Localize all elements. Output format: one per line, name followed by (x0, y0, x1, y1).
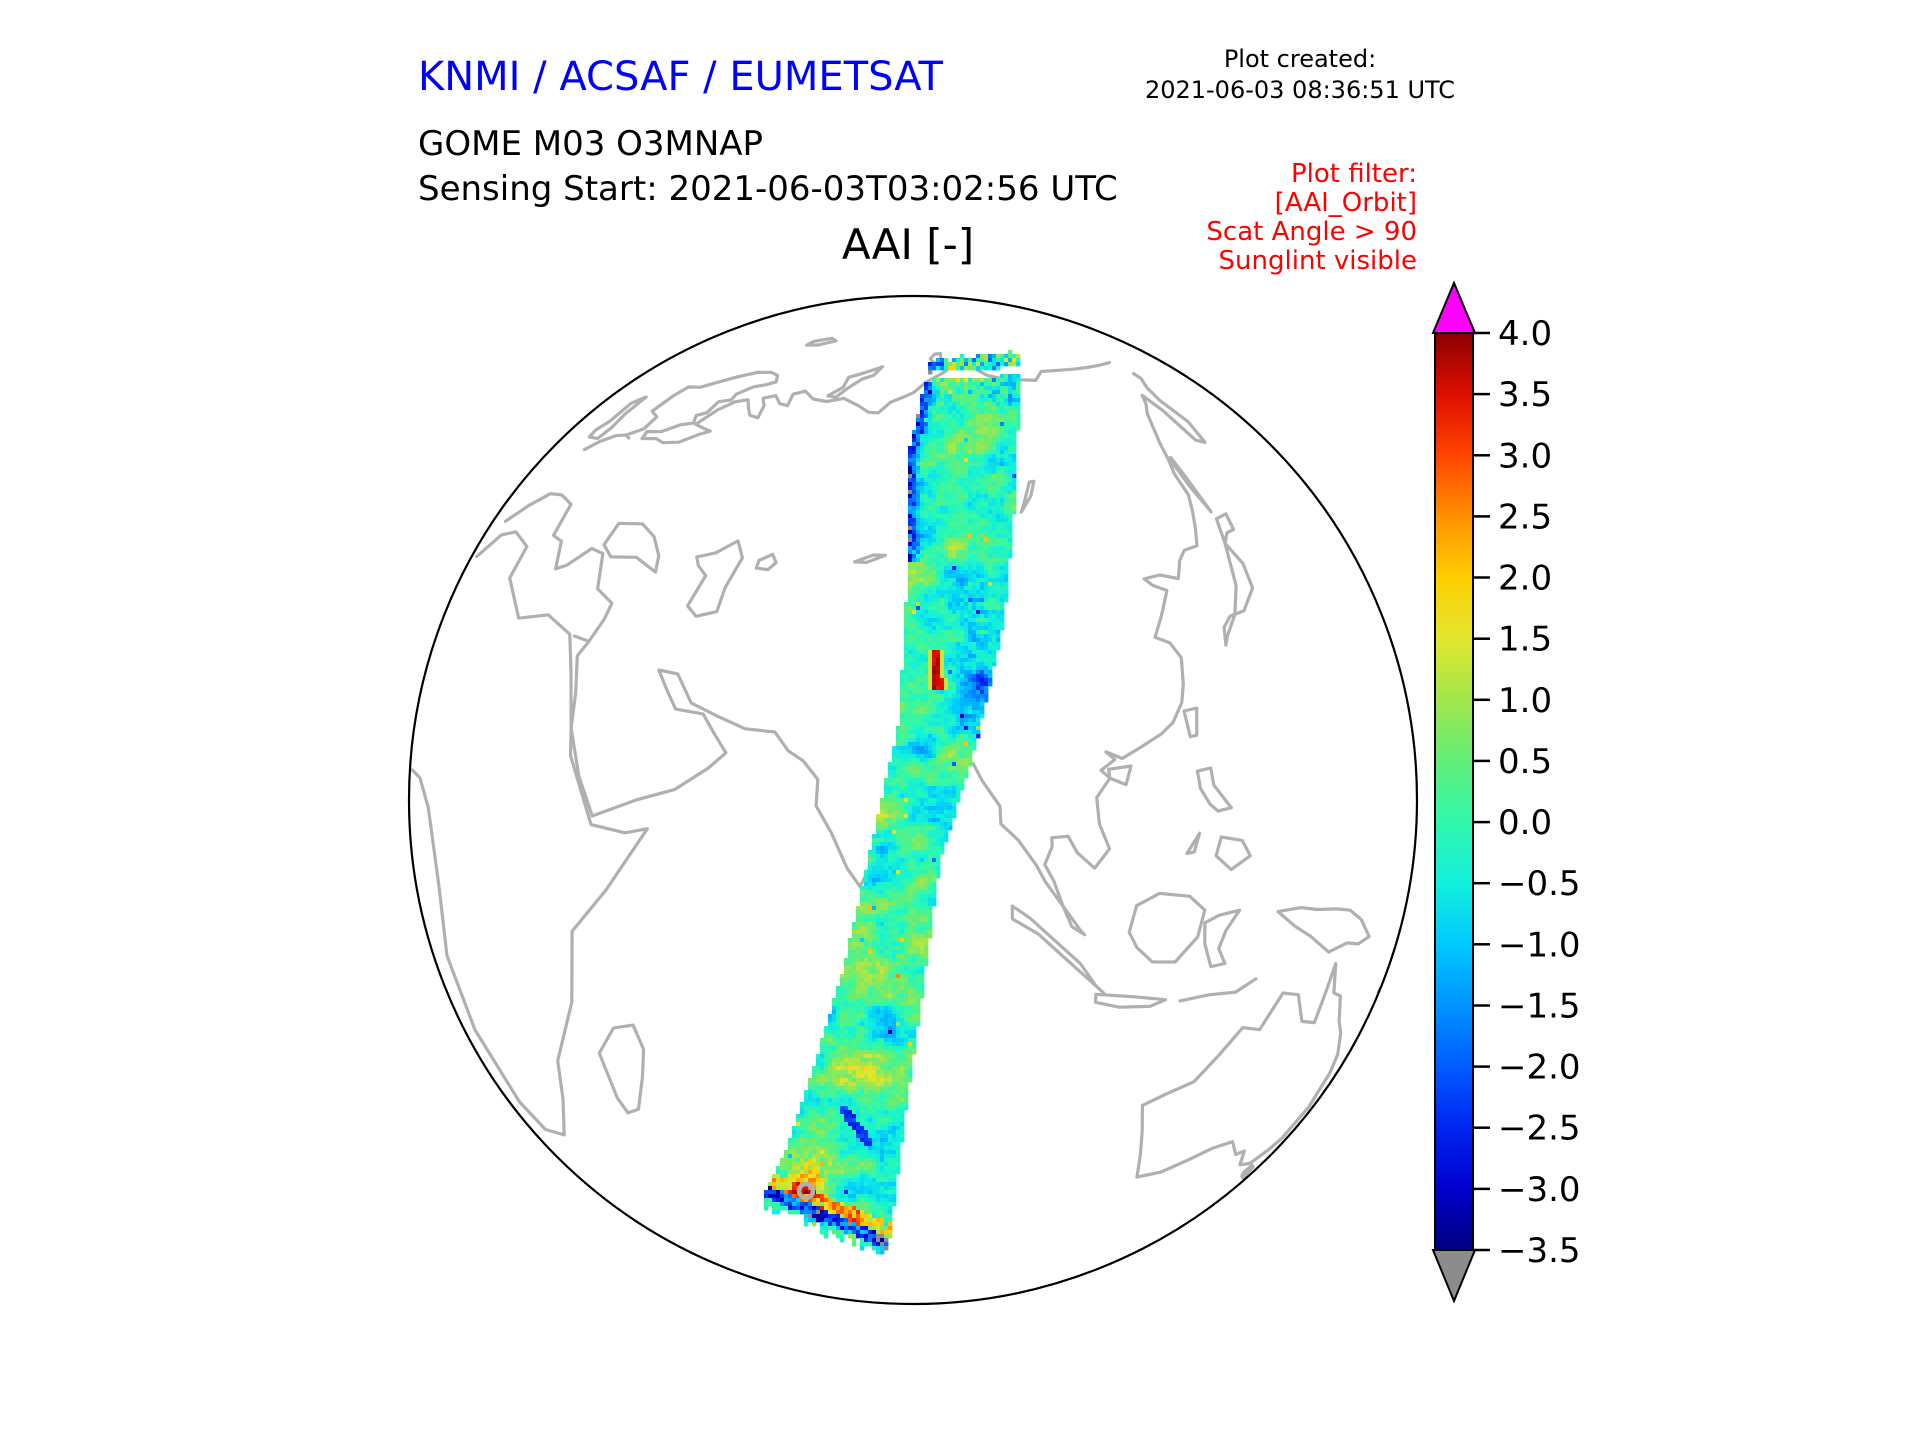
coastline-luzon (1195, 766, 1233, 813)
colorbar-tick-label: −0.5 (1498, 864, 1581, 904)
island-outline (796, 1181, 816, 1201)
colorbar-tick-label: 4.0 (1498, 314, 1552, 354)
colorbar-under-arrow (1431, 1249, 1477, 1304)
coastline-java (1093, 992, 1168, 1009)
coastline-lesser-sunda (1178, 977, 1258, 1003)
coastline-madagascar (597, 1023, 646, 1115)
coastline-lake-balkhash (853, 553, 887, 564)
map-title: AAI [-] (841, 220, 975, 269)
sensing-start: Sensing Start: 2021-06-03T03:02:56 UTC (418, 169, 1118, 209)
plot-filter-line: Plot filter: (1290, 159, 1417, 189)
coastline-japan (1214, 512, 1255, 647)
map-overlays (796, 1181, 816, 1201)
colorbar-tick-label: 2.0 (1498, 559, 1552, 599)
colorbar-tick-label: −3.0 (1498, 1170, 1581, 1210)
coastline-hainan (1107, 764, 1133, 787)
coastline-south-asia-coast (569, 371, 1207, 937)
colorbar-tick-label: 0.5 (1498, 742, 1552, 782)
plot-filter-line: Scat Angle > 90 (1206, 217, 1417, 247)
product-name: GOME M03 O3MNAP (418, 124, 764, 164)
coastline-novaya-zemlya (826, 365, 885, 399)
plot-filter-block: Plot filter: [AAI_Orbit] Scat Angle > 90… (1206, 160, 1417, 276)
coastline-mindanao (1214, 835, 1252, 872)
coastline-svalbard (805, 336, 838, 347)
coastline-new-guinea (1276, 906, 1371, 954)
coastline-tasmania (1240, 1163, 1255, 1180)
coastline-britain (587, 395, 648, 440)
coastline-lake-baikal (1019, 479, 1036, 514)
colorbar-tick-label: −1.0 (1498, 925, 1581, 965)
colorbar-tick-label: −3.5 (1498, 1231, 1581, 1271)
coastline-sulawesi (1203, 908, 1242, 969)
plot-created-block: Plot created: 2021-06-03 08:36:51 UTC (1120, 44, 1480, 106)
colorbar-over-arrow (1431, 280, 1477, 334)
coastline-borneo (1127, 891, 1207, 964)
colorbar-tick-label: −1.5 (1498, 987, 1581, 1027)
organization-title: KNMI / ACSAF / EUMETSAT (418, 54, 943, 100)
colorbar-tick-label: 0.0 (1498, 803, 1552, 843)
coastline-caspian-sea (685, 539, 744, 618)
coastline-aral-sea (754, 552, 778, 572)
colorbar-tick-label: 1.5 (1498, 620, 1552, 660)
coastline-scandinavia-baltic (624, 370, 808, 445)
globe-outline (407, 294, 1419, 1306)
coastlines-layer (410, 336, 1382, 1180)
coastline-taiwan (1182, 706, 1199, 739)
colorbar-tick-label: 1.0 (1498, 681, 1552, 721)
colorbar-tick-label: 2.5 (1498, 497, 1552, 537)
colorbar-tick-label: −2.5 (1498, 1109, 1581, 1149)
colorbar-tick-label: 3.0 (1498, 436, 1552, 476)
coastline-africa (410, 530, 649, 1137)
coastline-mediterranean-europe (503, 492, 614, 643)
plot-filter-line: [AAI_Orbit] (1274, 188, 1417, 218)
plot-created-timestamp: 2021-06-03 08:36:51 UTC (1144, 76, 1456, 104)
colorbar-tick-label: 3.5 (1498, 375, 1552, 415)
satellite-swath-layer (764, 350, 1021, 1255)
colorbar: 4.0 3.5 3.0 2.5 2.0 1.5 1.0 0.5 0.0 −0.5 −1.0 −1.5 −… (1431, 280, 1581, 1304)
plot-filter-line: Sunglint visible (1218, 246, 1417, 276)
colorbar-tick-label: −2.0 (1498, 1048, 1581, 1088)
coastline-australia (1135, 962, 1343, 1179)
colorbar-gradient (1434, 332, 1474, 1251)
plot-created-label: Plot created: (1223, 45, 1377, 73)
coastline-palawan (1185, 831, 1202, 855)
coastline-sakhalin (1169, 455, 1213, 514)
coastline-black-sea (602, 521, 661, 574)
